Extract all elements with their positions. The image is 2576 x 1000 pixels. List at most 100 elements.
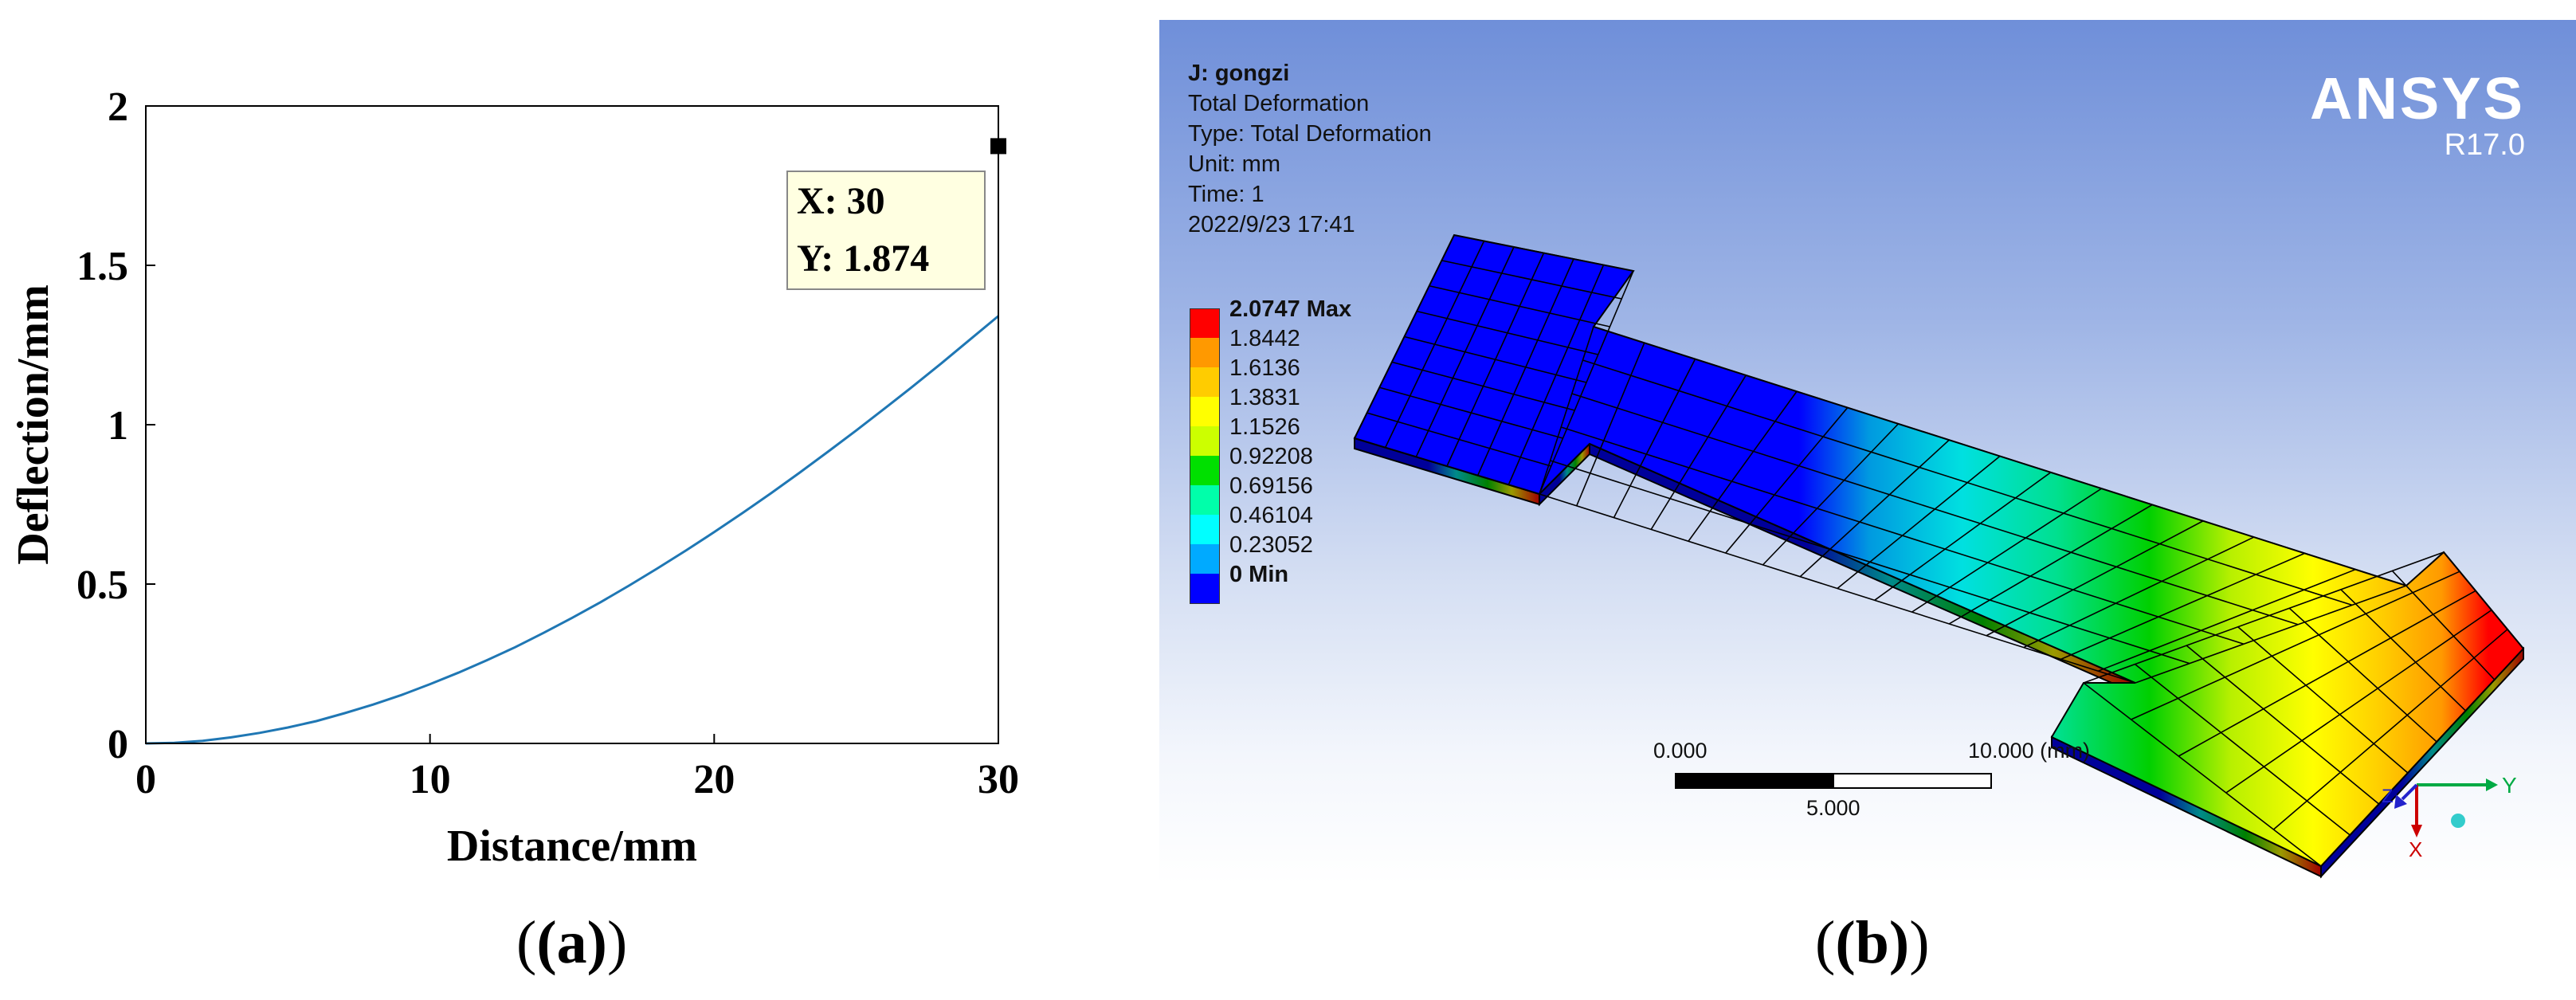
result-time: Time: 1 bbox=[1188, 182, 1264, 207]
legend-swatch bbox=[1190, 574, 1220, 604]
caption-b: ((b)) bbox=[1815, 909, 1930, 976]
mesh-line bbox=[1539, 326, 1594, 495]
mesh-line bbox=[2060, 552, 2305, 661]
legend-label: 0.92208 bbox=[1229, 444, 1313, 469]
mesh-line bbox=[2135, 663, 2351, 836]
result-name: J: gongzi bbox=[1188, 61, 1290, 86]
deflection-series-line bbox=[145, 315, 999, 745]
mesh-line bbox=[1688, 390, 1798, 542]
legend-row: 0.46104 bbox=[1190, 503, 1429, 545]
x-tick-label: 30 bbox=[978, 757, 1019, 802]
result-type: Type: Total Deformation bbox=[1188, 121, 1432, 147]
mesh-line bbox=[1539, 493, 2136, 684]
mesh-line bbox=[2023, 536, 2255, 649]
legend-swatch bbox=[1190, 456, 1220, 486]
data-tip-x: X: 30 bbox=[797, 180, 885, 222]
mesh-line bbox=[2186, 645, 2380, 805]
chart-series bbox=[145, 315, 999, 745]
scale-bar-black bbox=[1675, 773, 1834, 789]
mesh-line bbox=[2443, 551, 2524, 649]
mesh-line bbox=[1593, 326, 2407, 586]
legend-row: 1.3831 bbox=[1190, 385, 1429, 427]
data-tip-box bbox=[786, 171, 986, 290]
mesh-line bbox=[1560, 426, 2245, 645]
mesh-line bbox=[1725, 407, 1849, 554]
scale-left-label: 0.000 bbox=[1653, 739, 1708, 763]
mesh-line bbox=[1366, 412, 1551, 467]
ansys-logo-name: ANSYS bbox=[2310, 65, 2525, 131]
result-timestamp: 2022/9/23 17:41 bbox=[1188, 212, 1355, 237]
legend-label: 1.3831 bbox=[1229, 385, 1300, 410]
legend-row: 0 Min bbox=[1190, 562, 1429, 604]
legend-label: 1.6136 bbox=[1229, 355, 1300, 381]
mesh-line bbox=[1576, 343, 1645, 507]
mesh-line bbox=[1799, 439, 1950, 578]
chart-ticks: 0 10 20 30 0 0.5 1 1.5 2 bbox=[76, 84, 1019, 802]
mesh-line bbox=[1453, 234, 1634, 272]
mesh-line bbox=[2135, 585, 2407, 684]
x-tick-label: 10 bbox=[410, 757, 451, 802]
legend-row: 1.8442 bbox=[1190, 326, 1429, 368]
caption-a-letter: (a) bbox=[536, 909, 607, 976]
scale-bar-white bbox=[1833, 773, 1992, 789]
mesh-line bbox=[1650, 375, 1747, 530]
mesh-line bbox=[1429, 284, 1610, 327]
legend-row: 0.23052 bbox=[1190, 532, 1429, 575]
mesh-line bbox=[2178, 590, 2476, 757]
legend-label: 0.46104 bbox=[1229, 503, 1313, 528]
y-axis-label: Deflection/mm bbox=[9, 284, 58, 564]
mesh-line bbox=[1911, 488, 2102, 613]
legend-swatch bbox=[1190, 367, 1220, 398]
caption-a: ((a)) bbox=[516, 909, 628, 976]
data-tip-marker bbox=[990, 138, 1006, 155]
data-tip[interactable]: X: 30 Y: 1.874 bbox=[786, 138, 1006, 290]
model-top-surface bbox=[1353, 233, 2525, 868]
triad-y-label: Y bbox=[2502, 773, 2517, 798]
mesh-line bbox=[2083, 682, 2322, 867]
y-tick-label: 1.5 bbox=[76, 244, 128, 289]
legend-row: 2.0747 Max bbox=[1190, 296, 1429, 339]
x-tick-label: 20 bbox=[693, 757, 735, 802]
legend-row: 1.1526 bbox=[1190, 414, 1429, 457]
ansys-logo: ANSYS R17.0 bbox=[2310, 65, 2525, 163]
mesh-line bbox=[1948, 504, 2153, 625]
panel-b-ansys-view: Y X Z J: gongzi Total Deformation Type: … bbox=[1159, 20, 2576, 884]
mesh-line bbox=[2237, 626, 2409, 774]
mesh-line bbox=[1550, 460, 2190, 665]
mesh-line bbox=[1582, 359, 2353, 606]
mesh-line bbox=[1837, 455, 2001, 590]
mesh-line bbox=[1441, 260, 1622, 300]
model-mesh bbox=[1354, 234, 2524, 867]
mesh-line bbox=[1571, 393, 2299, 625]
x-tick-label: 0 bbox=[135, 757, 156, 802]
legend-swatch bbox=[1190, 308, 1220, 339]
y-tick-label: 2 bbox=[108, 84, 128, 130]
triad-z-label: Z bbox=[2382, 786, 2394, 807]
legend-label: 1.8442 bbox=[1229, 326, 1300, 351]
legend-swatch bbox=[1190, 397, 1220, 427]
mesh-line bbox=[2097, 568, 2356, 672]
deflection-chart: 0 10 20 30 0 0.5 1 1.5 2 Distance/mm Deflection/… bbox=[9, 84, 1019, 871]
result-info: J: gongzi Total Deformation Type: Total … bbox=[1188, 58, 1432, 240]
data-tip-y: Y: 1.874 bbox=[797, 237, 929, 280]
legend-label: 0 Min bbox=[1229, 562, 1289, 587]
mesh-line bbox=[1762, 423, 1900, 566]
mesh-line bbox=[1986, 520, 2204, 637]
scale-mid-label: 5.000 bbox=[1806, 796, 1860, 820]
legend-swatch bbox=[1190, 544, 1220, 575]
plot-frame bbox=[145, 105, 999, 744]
mesh-line bbox=[1416, 310, 1598, 355]
legend-swatch bbox=[1190, 338, 1220, 368]
legend-label: 0.23052 bbox=[1229, 532, 1313, 558]
axis-triad[interactable]: Y X Z bbox=[2382, 773, 2517, 861]
x-axis-label: Distance/mm bbox=[447, 822, 697, 871]
legend-label: 1.1526 bbox=[1229, 414, 1300, 440]
mesh-line bbox=[2391, 570, 2496, 680]
mesh-line bbox=[1613, 359, 1696, 518]
mesh-line bbox=[2288, 607, 2437, 743]
mesh-line bbox=[2272, 629, 2508, 830]
mesh-line bbox=[1354, 437, 1540, 495]
y-tick-label: 1 bbox=[108, 403, 128, 449]
deformation-model: Y X Z bbox=[1353, 233, 2525, 879]
y-tick-label: 0 bbox=[108, 722, 128, 767]
